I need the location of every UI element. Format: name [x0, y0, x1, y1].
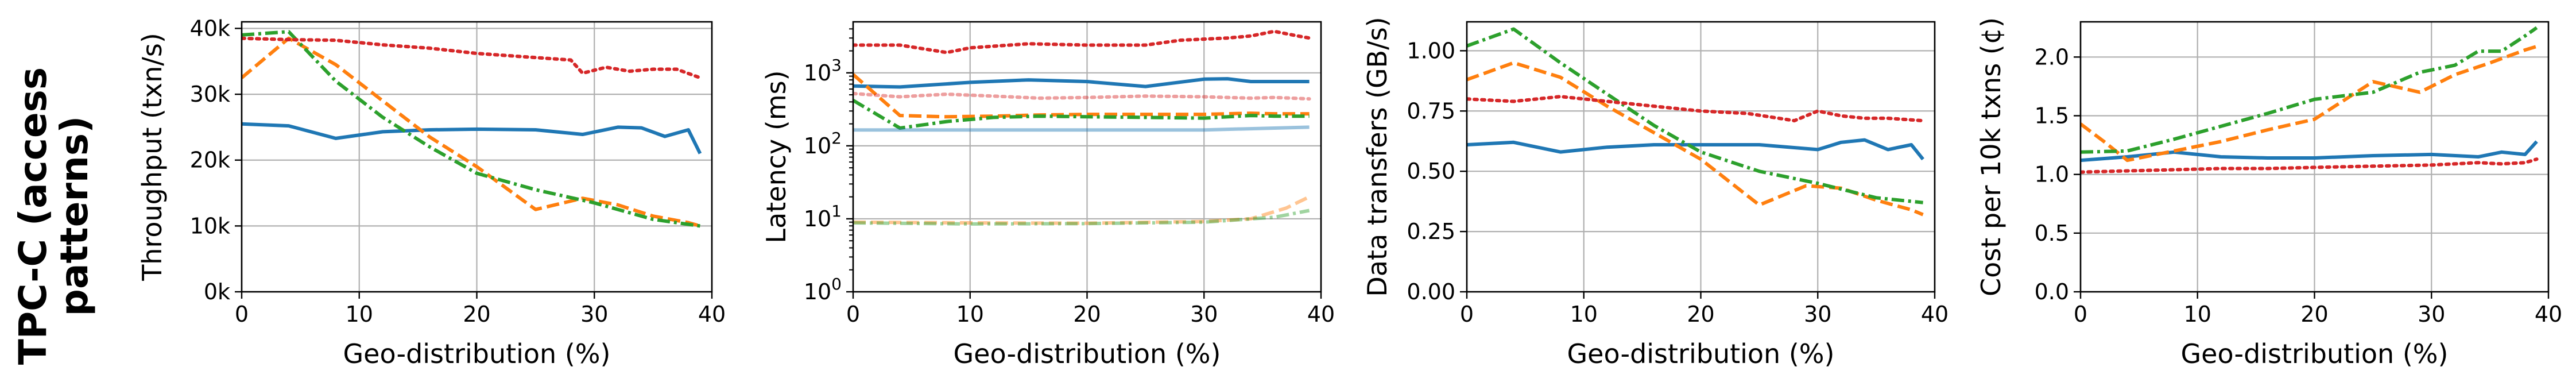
x-tick-label: 20: [463, 302, 490, 327]
series-line-3: [853, 99, 1310, 130]
series-line-2: [242, 36, 701, 228]
x-tick-label: 20: [1687, 302, 1714, 327]
x-axis-label: Geo-distribution (%): [1567, 338, 1835, 369]
y-tick-label: 20k: [190, 148, 230, 173]
chart-panel-4: 0 10 20 30 40 0.0 0.5 1.0 1.5 2.0 Geo-distribution…: [1975, 17, 2562, 369]
x-tick-label: 40: [2535, 302, 2562, 327]
x-axis-label: Geo-distribution (%): [954, 338, 1221, 369]
x-tick-label: 10: [956, 302, 984, 327]
y-ticks: 0.00 0.25 0.50 0.75 1.00: [1407, 38, 1467, 304]
series-line-3: [1467, 27, 1923, 204]
x-tick-label: 20: [1073, 302, 1101, 327]
x-axis-label: Geo-distribution (%): [2181, 338, 2449, 369]
x-ticks: 0 10 20 30 40: [2074, 292, 2562, 327]
x-tick-label: 40: [1921, 302, 1949, 327]
series-line-6: [853, 91, 1311, 101]
row-label-line-1: TPC-C (access: [11, 67, 55, 365]
y-tick-label: 0.0: [2035, 279, 2069, 304]
series-line-4: [242, 36, 702, 80]
y-tick-label: 101: [804, 202, 842, 231]
y-tick-label: 1.0: [2035, 162, 2069, 187]
y-tick-label: 0.50: [1407, 159, 1455, 184]
x-tick-label: 40: [698, 302, 726, 327]
chart-panel-1: 0 10 20 30 40 0k 10k 20k 30k 40k Geo-distribution …: [137, 16, 726, 369]
x-ticks: 0 10 20 30 40: [846, 292, 1335, 327]
gridlines: [1466, 22, 1936, 293]
x-tick-label: 0: [235, 302, 249, 327]
y-tick-label: 1.5: [2035, 103, 2069, 128]
y-tick-label: 10k: [190, 213, 230, 238]
y-tick-label: 103: [804, 56, 842, 86]
row-label: TPC-C (access patterns): [11, 67, 96, 365]
chart-panels: 0 10 20 30 400k10k20k30k40kGeo-distribution …: [137, 16, 2562, 369]
gridlines: [852, 22, 1322, 293]
y-axis-label: Throughput (txn/s): [137, 33, 168, 281]
series-line-8: [853, 209, 1310, 226]
series-group: [242, 30, 702, 228]
y-axis-label: Data transfers (GB/s): [1362, 17, 1393, 296]
y-tick-label: 0.00: [1407, 279, 1455, 304]
y-tick-label: 0k: [204, 279, 230, 304]
x-tick-label: 10: [1570, 302, 1598, 327]
series-line-4: [1467, 95, 1925, 123]
y-tick-label: 0.25: [1407, 219, 1455, 244]
y-tick-label: 40k: [190, 16, 230, 41]
y-tick-label: 102: [804, 129, 842, 159]
series-group: [2081, 26, 2539, 174]
series-group: [853, 29, 1311, 226]
series-line-7: [853, 195, 1310, 225]
x-tick-label: 40: [1307, 302, 1335, 327]
x-ticks: 0 10 20 30 40: [235, 292, 726, 327]
series-line-2: [2081, 45, 2538, 163]
series-line-1: [1467, 138, 1924, 161]
x-tick-label: 10: [346, 302, 373, 327]
series-line-3: [242, 30, 700, 228]
chart-panel-2: 0 10 20 30 40 100 101 102 103 Geo-distribution (%…: [761, 21, 1335, 369]
x-tick-label: 30: [2418, 302, 2445, 327]
series-line-1: [853, 77, 1310, 89]
y-ticks: 0.0 0.5 1.0 1.5 2.0: [2035, 44, 2081, 304]
y-tick-label: 100: [804, 275, 842, 304]
x-tick-label: 0: [846, 302, 860, 327]
x-tick-label: 30: [580, 302, 608, 327]
series-line-4: [2081, 157, 2539, 174]
x-tick-label: 30: [1190, 302, 1218, 327]
y-tick-label: 1.00: [1407, 38, 1455, 63]
x-tick-label: 30: [1804, 302, 1831, 327]
series-line-4: [853, 29, 1311, 55]
series-group: [1467, 27, 1925, 217]
x-tick-label: 0: [2074, 302, 2087, 327]
y-tick-label: 30k: [190, 82, 230, 107]
y-ticks: 100 101 102 103: [804, 56, 853, 304]
row-label-line-2: patterns): [52, 116, 96, 316]
x-tick-label: 10: [2184, 302, 2211, 327]
x-ticks: 0 10 20 30 40: [1460, 292, 1949, 327]
y-axis-label: Cost per 10k txns (¢): [1975, 17, 2006, 296]
gridlines: [241, 22, 713, 293]
y-tick-label: 0.5: [2035, 221, 2069, 246]
chart-panel-3: 0 10 20 30 40 0.00 0.25 0.50 0.75 1.00 Geo-distrib…: [1362, 17, 1949, 369]
y-tick-label: 0.75: [1407, 98, 1455, 123]
y-axis-label: Latency (ms): [761, 70, 792, 243]
x-tick-label: 20: [2300, 302, 2328, 327]
series-line-5: [853, 125, 1310, 132]
series-line-3: [2081, 26, 2538, 154]
series-line-1: [242, 122, 702, 155]
x-axis-label: Geo-distribution (%): [343, 338, 611, 369]
y-tick-label: 2.0: [2035, 44, 2069, 70]
y-ticks: 0k 10k 20k 30k 40k: [190, 16, 242, 304]
x-tick-label: 0: [1460, 302, 1474, 327]
series-line-2: [1467, 61, 1924, 217]
series-line-2: [853, 73, 1310, 119]
